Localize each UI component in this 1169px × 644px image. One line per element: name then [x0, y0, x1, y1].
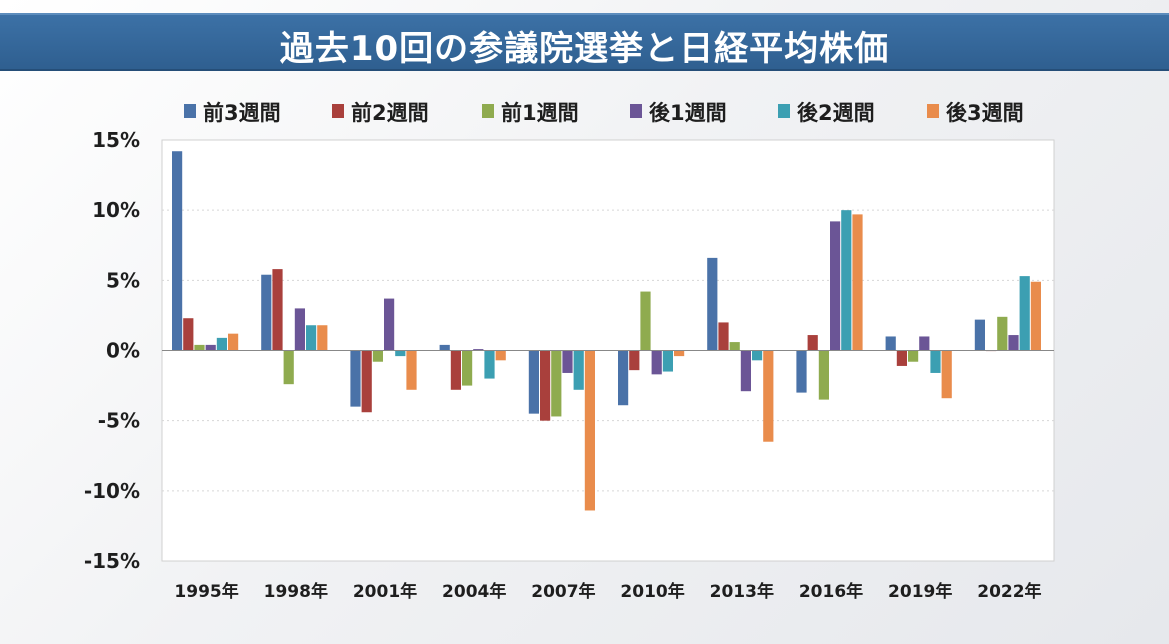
bar	[294, 308, 305, 351]
bar	[997, 316, 1008, 351]
bar	[484, 350, 495, 379]
y-tick-label: 10%	[92, 198, 140, 222]
bar	[1030, 281, 1041, 351]
bar	[439, 344, 450, 351]
x-category-label: 2016年	[799, 581, 863, 602]
bar	[361, 350, 372, 413]
bar	[763, 350, 774, 442]
y-tick-label: 15%	[92, 128, 140, 152]
legend-label: 後2週間	[797, 101, 875, 125]
legend-label: 後3週間	[946, 101, 1024, 125]
legend-swatch	[630, 104, 642, 118]
y-tick-label: -5%	[98, 409, 140, 433]
bar	[216, 337, 227, 351]
bar	[740, 350, 751, 392]
y-tick-label: -15%	[84, 549, 140, 573]
bar	[885, 336, 896, 351]
legend-swatch	[184, 104, 196, 118]
legend-swatch	[482, 104, 494, 118]
bar	[584, 350, 595, 511]
bar	[395, 350, 406, 357]
bar	[406, 350, 417, 390]
x-category-label: 2004年	[442, 581, 506, 602]
x-category-label: 1995年	[174, 581, 238, 602]
bar	[618, 350, 629, 406]
bar	[830, 221, 841, 351]
bar	[283, 350, 294, 385]
bar	[562, 350, 573, 373]
x-category-label: 2013年	[710, 581, 774, 602]
bar	[261, 274, 272, 351]
bar	[662, 350, 673, 372]
bar	[350, 350, 361, 407]
bar	[629, 350, 640, 371]
bar	[473, 349, 484, 351]
bar	[495, 350, 506, 361]
y-axis-ticks: 15% 10% 5% 0% -5% -10% -15%	[84, 128, 140, 573]
chart-title: 過去10回の参議院選挙と日経平均株価	[279, 29, 890, 69]
legend: 前3週間 前2週間 前1週間 後1週間 後2週間 後3週間	[184, 101, 1024, 125]
legend-label: 前2週間	[351, 101, 429, 125]
y-tick-label: 5%	[106, 268, 140, 292]
bar	[306, 325, 317, 351]
x-category-label: 2019年	[888, 581, 952, 602]
legend-swatch	[332, 104, 344, 118]
bar	[528, 350, 539, 414]
bar	[640, 291, 651, 351]
bar	[205, 344, 216, 351]
legend-label: 前1週間	[501, 101, 579, 125]
bar	[796, 350, 807, 393]
x-axis-categories: 1995年 1998年 2001年 2004年 2007年 2010年 2013年 2016年…	[174, 581, 1041, 602]
x-category-label: 2007年	[531, 581, 595, 602]
bar	[674, 350, 685, 357]
x-category-label: 2001年	[353, 581, 417, 602]
bar	[272, 269, 283, 351]
bar	[194, 344, 205, 351]
bar	[807, 335, 818, 351]
bar	[707, 257, 718, 351]
bar	[718, 322, 729, 351]
title-banner: 過去10回の参議院選挙と日経平均株価	[0, 13, 1169, 71]
bars	[172, 151, 1041, 511]
bar	[172, 151, 183, 351]
legend-label: 前3週間	[203, 101, 281, 125]
bar	[450, 350, 461, 390]
bar	[752, 350, 763, 361]
bar	[908, 350, 919, 362]
bar	[729, 342, 740, 351]
bar	[852, 214, 863, 351]
legend-swatch	[778, 104, 790, 118]
legend-swatch	[927, 104, 939, 118]
bar	[896, 350, 907, 366]
bar	[974, 319, 985, 351]
bar	[1019, 276, 1030, 351]
bar	[818, 350, 829, 400]
bar	[841, 210, 852, 351]
bar	[919, 336, 930, 351]
bar	[573, 350, 584, 390]
bar	[930, 350, 941, 373]
x-category-label: 2022年	[977, 581, 1041, 602]
bar	[384, 298, 395, 351]
x-category-label: 2010年	[620, 581, 684, 602]
bar	[372, 350, 383, 362]
bar	[540, 350, 551, 421]
bar	[462, 350, 473, 386]
bar	[183, 318, 194, 351]
y-tick-label: 0%	[106, 339, 140, 363]
bar	[1008, 335, 1019, 351]
bar	[551, 350, 562, 417]
x-category-label: 1998年	[264, 581, 328, 602]
bar	[651, 350, 662, 375]
gridlines	[162, 209, 1054, 492]
bar	[941, 350, 952, 399]
bar	[228, 333, 239, 351]
legend-label: 後1週間	[649, 101, 727, 125]
y-tick-label: -10%	[84, 479, 140, 503]
bar	[317, 325, 328, 351]
